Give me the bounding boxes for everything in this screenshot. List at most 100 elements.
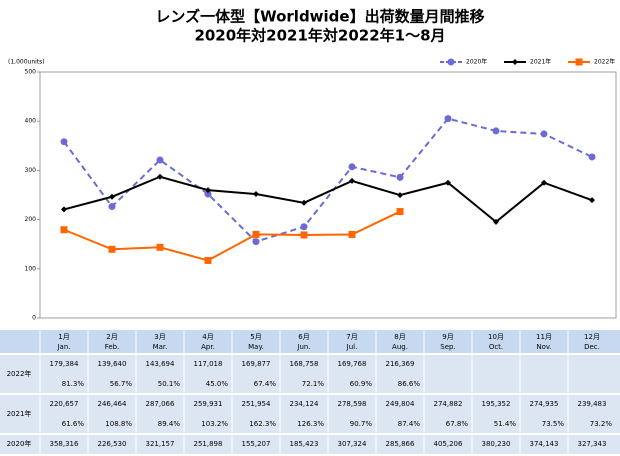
- chart-subtitle: 2020年対2021年対2022年1～8月: [194, 27, 445, 45]
- point: [396, 173, 404, 181]
- table-ratio: 162.3%: [249, 420, 276, 428]
- y-tick-label: 300: [25, 167, 37, 174]
- table-ratio: 103.2%: [201, 420, 228, 428]
- legend-marker: [512, 59, 518, 65]
- table-value: 169,768: [338, 360, 367, 368]
- legend-label: 2022年: [594, 58, 615, 66]
- table-value: 374,143: [530, 440, 559, 448]
- table-value: 155,207: [242, 440, 271, 448]
- series-line: [63, 210, 401, 262]
- table-ratio: 90.7%: [350, 420, 373, 428]
- y-tick-label: 200: [25, 216, 37, 223]
- point: [204, 256, 212, 264]
- table-value: 143,694: [146, 360, 175, 368]
- table-col-head: 6月: [298, 333, 309, 341]
- table-col-head: 12月: [584, 333, 600, 341]
- y-tick-label: 0: [32, 315, 36, 322]
- point: [60, 226, 68, 234]
- table-value: 168,758: [290, 360, 319, 368]
- table-value: 307,324: [338, 440, 367, 448]
- table-col-head-en: Apr.: [201, 343, 215, 351]
- table-col-head-en: Nov.: [536, 343, 551, 351]
- table-row-bg: [0, 434, 620, 454]
- y-tick-label: 100: [25, 265, 37, 272]
- table-col-head: 10月: [488, 333, 504, 341]
- table-ratio: 45.0%: [206, 380, 229, 388]
- point: [349, 177, 355, 184]
- series-line: [63, 175, 593, 224]
- point: [396, 208, 404, 216]
- table-col-head-en: Jan.: [56, 343, 70, 351]
- table-col-head: 5月: [250, 333, 261, 341]
- point: [300, 231, 308, 239]
- table-header-bg: [0, 330, 620, 354]
- table-ratio: 67.4%: [254, 380, 277, 388]
- point: [589, 197, 595, 204]
- point: [445, 179, 451, 186]
- y-unit-label: (1,000units): [8, 59, 45, 66]
- table-ratio: 67.8%: [446, 420, 469, 428]
- table-ratio: 72.1%: [302, 380, 325, 388]
- table-value: 358,316: [50, 440, 79, 448]
- table-col-head: 2月: [106, 333, 117, 341]
- chart-title: レンズ一体型【Worldwide】出荷数量月間推移: [155, 8, 484, 26]
- table-row-head: 2020年: [7, 439, 32, 448]
- table-value: 239,483: [578, 400, 607, 408]
- table-value: 285,866: [386, 440, 415, 448]
- table-value: 321,157: [146, 440, 175, 448]
- table-col-head-en: Mar.: [153, 343, 168, 351]
- legend-label: 2021年: [530, 58, 551, 66]
- table-col-head-en: Feb.: [105, 343, 120, 351]
- table-row-head: 2021年: [7, 409, 32, 418]
- table-ratio: 51.4%: [494, 420, 517, 428]
- table-value: 195,352: [482, 400, 511, 408]
- point: [492, 127, 500, 135]
- table-col-head-en: Jun.: [296, 343, 310, 351]
- point: [253, 191, 259, 198]
- table-value: 249,804: [386, 400, 415, 408]
- table-col-head: 1月: [58, 333, 69, 341]
- point: [205, 187, 211, 194]
- table-row-bg: [0, 354, 620, 394]
- point: [588, 153, 596, 161]
- table-col-head-en: Aug.: [392, 343, 408, 351]
- table-col-head: 7月: [346, 333, 357, 341]
- point: [397, 192, 403, 199]
- point: [348, 163, 356, 171]
- table-col-head-en: Oct.: [489, 343, 503, 351]
- point: [156, 156, 164, 164]
- table-value: 117,018: [194, 360, 223, 368]
- table-col-head: 9月: [442, 333, 453, 341]
- table-value: 274,935: [530, 400, 559, 408]
- table-value: 274,882: [434, 400, 463, 408]
- point: [157, 173, 163, 180]
- point: [109, 193, 115, 200]
- point: [252, 238, 260, 246]
- table-ratio: 60.9%: [350, 380, 373, 388]
- point: [108, 203, 116, 211]
- point: [108, 245, 116, 253]
- table-value: 139,640: [98, 360, 127, 368]
- table-row-bg: [0, 394, 620, 434]
- table-ratio: 86.6%: [398, 380, 421, 388]
- table-ratio: 87.4%: [398, 420, 421, 428]
- point: [493, 218, 499, 225]
- table-ratio: 61.6%: [62, 420, 85, 428]
- table-value: 405,206: [434, 440, 463, 448]
- table-value: 327,343: [578, 440, 607, 448]
- table-value: 185,423: [290, 440, 319, 448]
- point: [61, 206, 67, 213]
- table-value: 169,877: [242, 360, 271, 368]
- table-ratio: 73.5%: [542, 420, 565, 428]
- table-ratio: 81.3%: [62, 380, 85, 388]
- table-col-head-en: May.: [248, 343, 264, 351]
- table-value: 179,384: [50, 360, 79, 368]
- table-value: 220,657: [50, 400, 79, 408]
- legend-marker: [575, 58, 583, 66]
- table-col-head-en: Sep.: [440, 343, 455, 351]
- table-value: 251,954: [242, 400, 271, 408]
- point: [541, 179, 547, 186]
- point: [156, 243, 164, 251]
- table-value: 287,066: [146, 400, 175, 408]
- table-col-head: 11月: [536, 333, 552, 341]
